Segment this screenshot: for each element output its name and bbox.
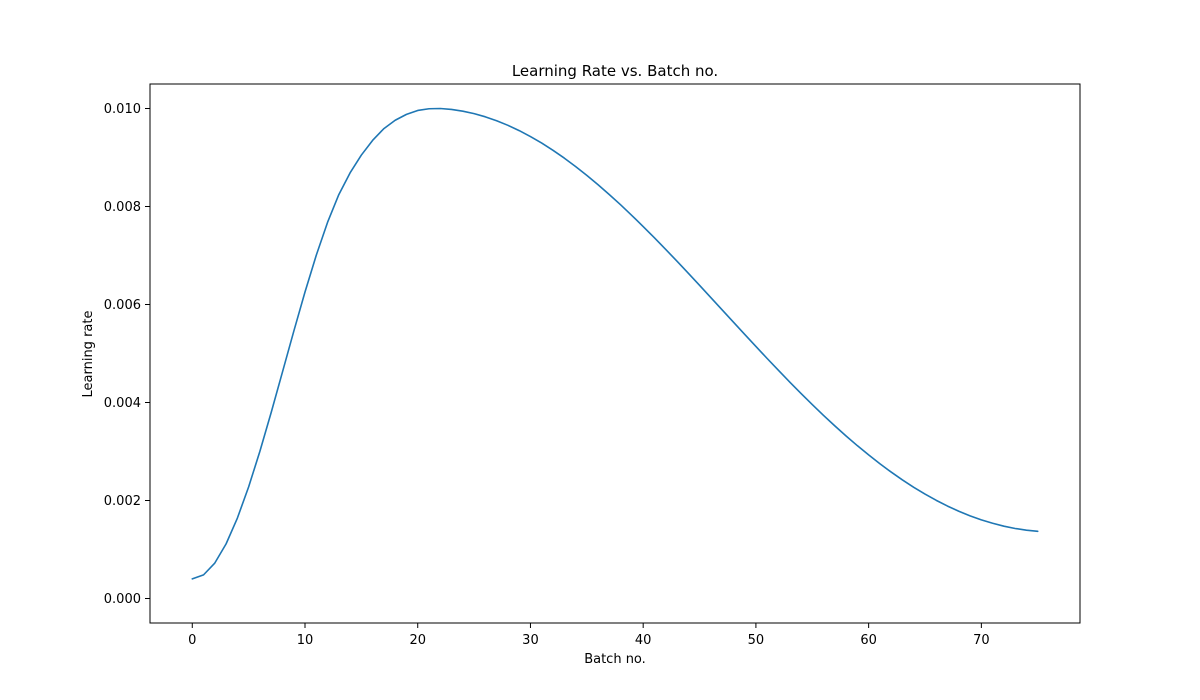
x-tick-label: 0 xyxy=(188,633,196,648)
y-axis-label: Learning rate xyxy=(81,311,96,398)
y-tick-label: 0.006 xyxy=(104,298,141,313)
y-tick-label: 0.010 xyxy=(104,102,141,117)
learning-rate-line xyxy=(191,107,1039,580)
x-tick-label: 50 xyxy=(748,633,765,648)
x-tick-label: 60 xyxy=(860,633,877,648)
x-tick-label: 30 xyxy=(522,633,539,648)
y-tick-label: 0.004 xyxy=(104,396,141,411)
x-axis-label: Batch no. xyxy=(584,652,646,667)
x-axis-ticks: 0 10 20 30 40 50 60 70 xyxy=(188,623,990,648)
x-tick-label: 70 xyxy=(973,633,990,648)
chart-title: Learning Rate vs. Batch no. xyxy=(512,62,718,80)
y-axis-ticks: 0.000 0.002 0.004 0.006 0.008 0.010 xyxy=(104,102,150,607)
plot-frame xyxy=(149,83,1081,624)
x-tick-label: 20 xyxy=(409,633,426,648)
x-tick-label: 40 xyxy=(635,633,652,648)
y-tick-label: 0.008 xyxy=(104,200,141,215)
y-tick-label: 0.000 xyxy=(104,592,141,607)
y-tick-label: 0.002 xyxy=(104,494,141,509)
x-tick-label: 10 xyxy=(297,633,314,648)
